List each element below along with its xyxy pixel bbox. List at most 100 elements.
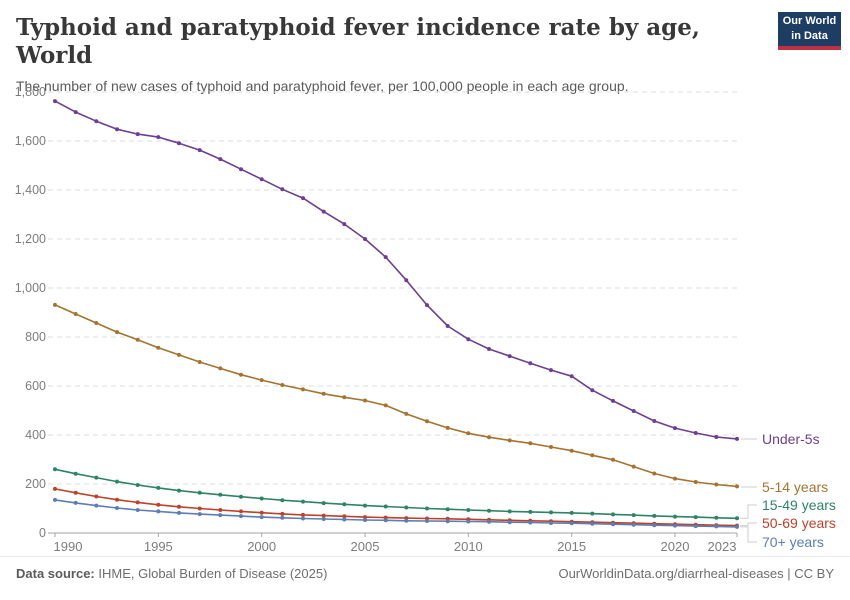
legend-label-5-14-years[interactable]: 5-14 years [762,479,828,495]
data-point [177,510,181,515]
data-point [115,330,119,335]
data-point [673,523,677,528]
data-point [425,519,429,523]
legend-label-50-69-years[interactable]: 50-69 years [762,515,836,531]
x-axis [48,532,738,537]
data-point [342,502,347,507]
data-point [507,438,512,443]
x-tick-label: 2020 [661,539,690,554]
data-point [425,506,429,511]
x-tick-label: 1990 [54,539,83,554]
data-point [156,135,161,140]
series-15-49-years [53,467,739,521]
data-point [218,508,223,512]
legend-label-70-years[interactable]: 70+ years [762,534,824,550]
legend-label-15-49-years[interactable]: 15-49 years [762,497,836,513]
data-point [156,345,161,350]
data-point [425,303,429,308]
series-line-5-14-years[interactable] [54,304,738,488]
data-point [383,518,388,523]
data-point [590,521,595,526]
series-points-70-years [53,497,739,529]
data-point [590,511,595,516]
data-point [404,411,409,416]
data-point [218,366,223,371]
data-point [549,521,553,525]
data-point [693,524,698,529]
data-point [280,383,285,387]
data-point [528,509,533,514]
data-point [321,209,326,214]
data-point [73,471,78,476]
data-point [693,431,698,435]
data-point [342,395,347,400]
data-point [342,222,347,227]
data-point [259,378,264,383]
data-point [301,512,305,517]
data-point [342,517,347,522]
data-point [177,488,181,493]
data-point [73,110,78,115]
data-point [383,403,388,408]
y-gridlines [48,91,737,485]
legend-connector [740,504,757,519]
data-point [363,503,367,508]
data-point [94,503,99,508]
series-line-under-5s[interactable] [54,100,738,440]
data-point [693,480,698,484]
data-point [363,398,367,403]
data-point [569,448,574,453]
data-point [466,519,471,524]
data-point [280,187,285,192]
data-point [218,492,223,497]
data-point [735,484,739,489]
data-point [301,387,305,392]
data-point [177,352,181,357]
data-point [673,426,677,431]
data-point [487,347,491,351]
credit-link[interactable]: OurWorldinData.org/diarrheal-diseases | … [558,566,834,581]
x-tick-label: 2005 [351,539,380,554]
data-point [135,500,140,505]
data-point [445,519,450,524]
data-point [549,368,553,373]
legend-label-under-5s[interactable]: Under-5s [762,431,820,447]
series-line-15-49-years[interactable] [54,468,738,520]
series-70-years [53,497,739,529]
data-point [239,509,243,514]
legend-connector [740,522,757,527]
y-tick-label: 200 [25,477,46,491]
data-point [528,361,533,366]
data-point [631,513,636,518]
y-tick-label: 0 [39,526,46,540]
data-point [197,148,202,153]
data-point [631,522,636,527]
series-line-70-years[interactable] [54,499,738,528]
data-point [53,497,57,502]
data-point [507,509,512,514]
y-tick-label: 1,800 [15,85,46,99]
data-point [177,504,181,509]
footer-divider [0,556,850,557]
data-point [321,513,326,518]
y-tick-label: 1,200 [15,232,46,246]
data-point [115,506,119,510]
data-point [218,513,223,518]
series-line-50-69-years[interactable] [54,488,738,527]
data-point [631,464,636,469]
data-point [652,523,657,528]
y-tick-label: 1,000 [15,281,46,295]
data-point [445,324,450,328]
data-point [280,515,285,520]
data-point [94,494,99,499]
data-source-label: Data source: [16,566,95,581]
data-point [383,504,388,509]
y-tick-label: 1,400 [15,183,46,197]
data-point [239,514,243,519]
data-point [218,157,223,162]
data-point [652,513,657,518]
data-point [197,360,202,364]
owid-logo[interactable]: Our World in Data [778,12,841,50]
page-title: Typhoid and paratyphoid fever incidence … [16,14,700,69]
